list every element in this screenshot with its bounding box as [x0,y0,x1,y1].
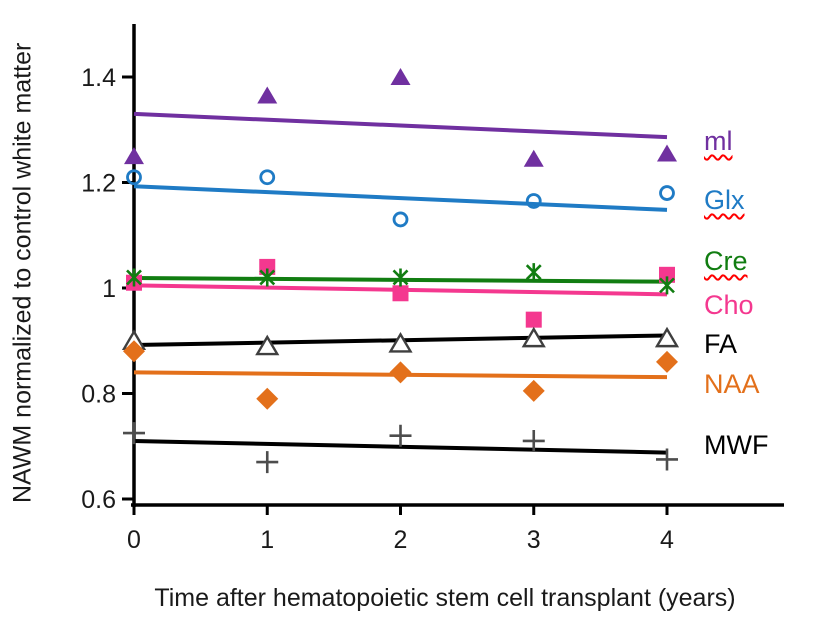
marker-NAA [123,340,145,363]
marker-Glx [659,185,675,201]
marker-MWF [123,422,145,445]
marker-Glx [126,169,142,186]
x-tick-label: 1 [260,526,274,554]
marker-FA [255,334,280,356]
x-tick-label: 4 [660,526,674,554]
marker-Cho [659,266,675,283]
marker-MWF [522,429,545,452]
marker-ml [390,68,411,85]
marker-FA [521,326,546,348]
x-tick-label: 0 [127,526,141,554]
y-tick-label: 1 [102,275,116,303]
marker-Cre [392,268,409,287]
y-tick-label: 0.8 [81,381,116,409]
marker-ml [657,144,677,162]
x-axis-title: Time after hematopoietic stem cell trans… [154,584,736,612]
marker-Cre [259,268,276,287]
trendline-ml [133,111,668,140]
marker-MWF [656,448,678,471]
y-tick-label: 0.6 [81,486,116,514]
marker-FA [388,332,413,353]
marker-Glx [392,211,409,228]
marker-Glx [259,169,276,186]
marker-Cre [525,263,542,282]
y-tick-label: 1.2 [81,170,116,198]
marker-NAA [256,387,279,410]
y-tick-label: 1.4 [81,64,116,92]
marker-Cre [126,268,142,287]
marker-NAA [656,350,678,373]
trendline-MWF [133,438,668,455]
marker-ml [523,149,544,167]
marker-Glx [525,193,542,209]
marker-NAA [389,361,412,384]
marker-Cho [392,285,409,302]
marker-MWF [389,424,412,447]
marker-Cho [259,258,276,275]
marker-ml [124,147,144,165]
y-axis-title: NAWM normalized to control white matter [8,42,37,503]
marker-FA [654,326,680,348]
trendline-Glx [133,184,668,212]
x-tick-label: 2 [394,526,408,554]
marker-Cho [525,311,542,328]
marker-MWF [256,451,279,474]
marker-NAA [522,379,545,402]
marker-Cre [659,276,675,295]
x-tick-label: 3 [527,526,541,554]
marker-ml [257,86,278,104]
